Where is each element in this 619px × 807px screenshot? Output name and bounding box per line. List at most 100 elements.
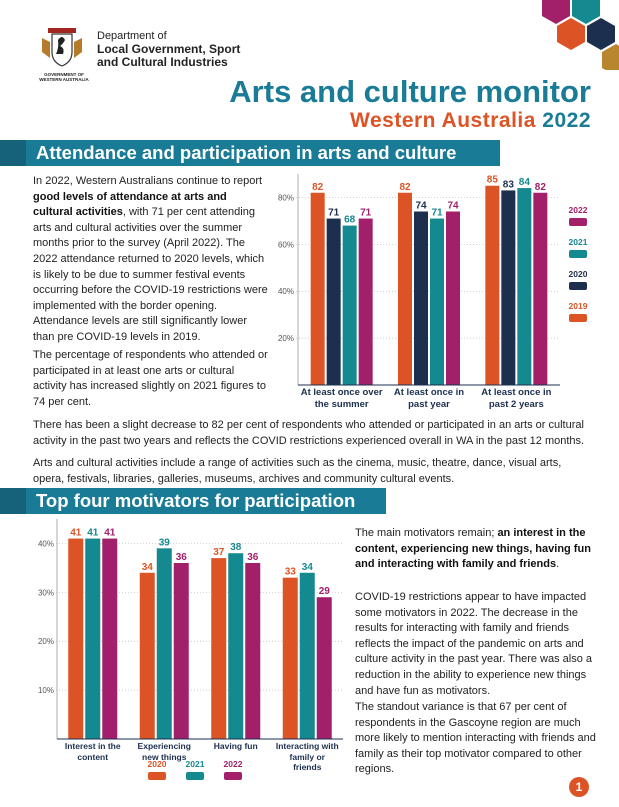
x-tick-label: Interest in the content <box>64 741 121 762</box>
data-label: 71 <box>360 208 372 219</box>
data-label: 41 <box>104 528 116 539</box>
dept-line: and Cultural Industries <box>97 55 228 69</box>
legend-label: 2022 <box>224 759 243 769</box>
bold-text: an interest in the content, experiencing… <box>355 527 591 571</box>
gov-label: GOVERNMENT OF WESTERN AUSTRALIA <box>39 72 89 82</box>
bar <box>326 218 341 385</box>
dept-line: Department of <box>97 30 167 42</box>
legend-swatch <box>569 218 587 226</box>
page-number: 1 <box>569 777 589 797</box>
data-label: 85 <box>487 175 499 186</box>
bar <box>245 563 261 739</box>
bar <box>414 211 428 385</box>
data-label: 36 <box>176 552 188 563</box>
legend-label: 2019 <box>569 301 588 311</box>
bar <box>139 572 155 739</box>
y-tick-label: 20% <box>278 334 294 343</box>
x-tick-label: At least once over the summer <box>300 387 383 410</box>
bar <box>501 190 516 385</box>
subtitle: Western Australia 2022 <box>350 109 591 133</box>
data-label: 37 <box>213 547 225 558</box>
y-tick-label: 40% <box>278 287 294 296</box>
bar <box>517 188 532 385</box>
bar <box>299 572 315 739</box>
subtitle-year: 2022 <box>542 109 591 132</box>
bar <box>156 548 172 739</box>
bar <box>358 218 373 385</box>
data-label: 36 <box>247 552 259 563</box>
x-tick-label: Interacting with family or friends <box>275 741 339 772</box>
data-label: 82 <box>399 182 411 193</box>
data-label: 38 <box>230 542 242 553</box>
subtitle-text: Western Australia <box>350 109 536 132</box>
data-label: 68 <box>344 215 356 226</box>
paragraph: The standout variance is that 67 per cen… <box>355 701 596 776</box>
y-tick-label: 60% <box>278 240 294 249</box>
data-label: 82 <box>312 182 324 193</box>
data-label: 41 <box>70 528 82 539</box>
title: Arts and culture monitor <box>229 74 591 109</box>
hexagon-decoration <box>542 0 619 70</box>
bar <box>485 185 500 385</box>
text: , with 71 per cent attending arts and cu… <box>33 206 268 343</box>
data-label: 83 <box>503 179 515 190</box>
data-label: 39 <box>159 537 171 548</box>
legend-label: 2021 <box>186 759 205 769</box>
data-label: 33 <box>285 567 297 578</box>
x-tick-label: Having fun <box>213 741 258 751</box>
section-heading: Attendance and participation in arts and… <box>0 140 500 166</box>
data-label: 34 <box>302 562 314 573</box>
y-tick-label: 40% <box>38 539 54 548</box>
bar <box>310 192 325 385</box>
bar <box>342 225 357 385</box>
data-label: 34 <box>142 562 154 573</box>
bar <box>85 538 101 739</box>
paragraph: The percentage of respondents who attend… <box>33 349 268 408</box>
bar <box>533 192 548 385</box>
paragraph: There has been a slight decrease to 82 p… <box>33 419 585 447</box>
legend-swatch <box>186 772 204 780</box>
text: . <box>556 558 560 571</box>
data-label: 82 <box>535 182 547 193</box>
data-label: 84 <box>519 177 531 188</box>
paragraph: COVID-19 restrictions appear to have imp… <box>355 591 593 697</box>
paragraph: The main motivators remain; an interest … <box>355 526 600 573</box>
x-tick-label: Experiencing new things <box>137 741 191 762</box>
legend-label: 2020 <box>148 759 167 769</box>
data-label: 41 <box>87 528 99 539</box>
crest <box>42 28 82 67</box>
bar <box>211 558 227 739</box>
bar <box>173 563 189 739</box>
text: In 2022, Western Australians continue to… <box>33 175 263 187</box>
data-label: 74 <box>415 201 427 212</box>
bar <box>446 211 460 385</box>
data-label: 71 <box>328 208 340 219</box>
y-tick-label: 80% <box>278 193 294 202</box>
data-label: 71 <box>431 208 443 219</box>
y-tick-label: 10% <box>38 686 54 695</box>
bar <box>102 538 118 739</box>
legend-swatch <box>569 314 587 322</box>
bar <box>398 192 412 385</box>
dept-line: Local Government, Sport <box>97 42 241 56</box>
x-tick-label: At least once in past 2 years <box>481 387 552 410</box>
paragraph: Arts and cultural activities include a r… <box>33 457 562 485</box>
legend-swatch <box>148 772 166 780</box>
legend-label: 2022 <box>569 205 588 215</box>
bold-text: good levels of attendance at arts and cu… <box>33 190 227 219</box>
section-heading: Top four motivators for participation <box>0 488 386 514</box>
legend-swatch <box>569 282 587 290</box>
legend-label: 2020 <box>569 269 588 279</box>
bar <box>282 577 298 739</box>
y-tick-label: 30% <box>38 588 54 597</box>
legend-label: 2021 <box>569 237 588 247</box>
data-label: 74 <box>447 201 459 212</box>
bar <box>430 218 444 385</box>
paragraph: In 2022, Western Australians continue to… <box>33 174 269 346</box>
bar <box>228 553 244 739</box>
legend-swatch <box>569 250 587 258</box>
x-tick-label: At least once in past year <box>393 387 465 410</box>
legend-swatch <box>224 772 242 780</box>
